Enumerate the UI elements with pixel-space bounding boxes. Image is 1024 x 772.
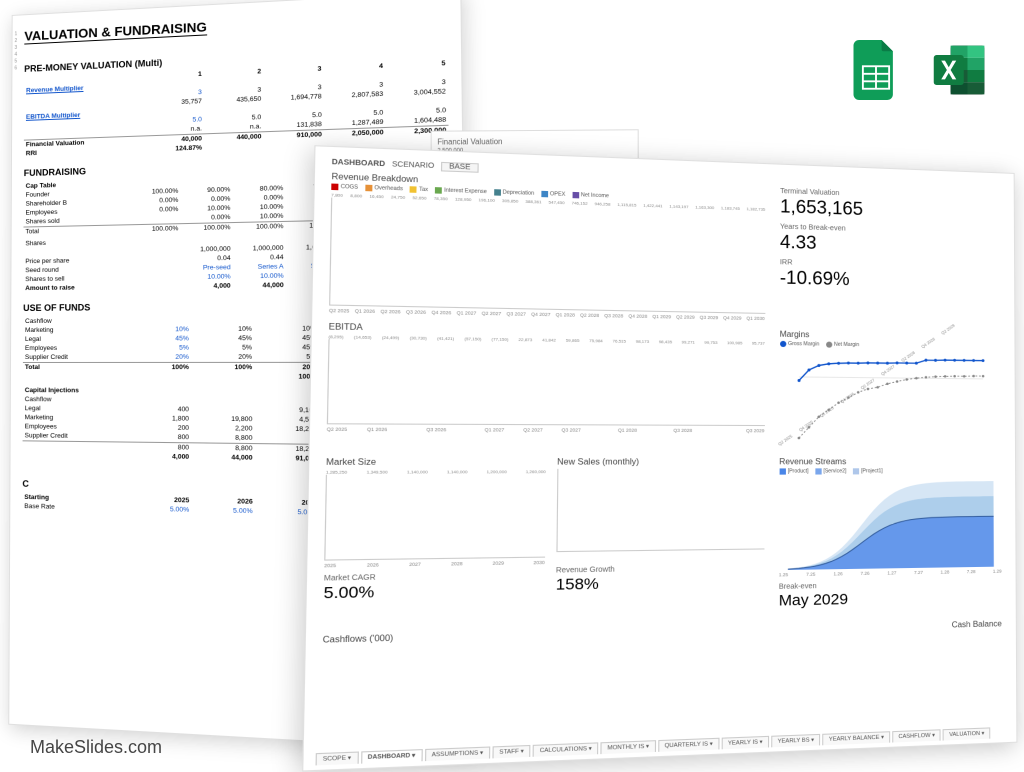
watermark: MakeSlides.com bbox=[30, 737, 162, 758]
excel-icon bbox=[930, 40, 990, 100]
row-numbers: 123 456 bbox=[14, 31, 17, 72]
tab-assumptions[interactable]: ASSUMPTIONS ▾ bbox=[424, 746, 490, 761]
pmv-table: 12 34 5 Revenue Multiplier 33 33 3 35,75… bbox=[24, 59, 449, 159]
revenue-growth: 158% bbox=[556, 572, 764, 594]
sheet-tabs: SCOPE ▾DASHBOARD ▾ASSUMPTIONS ▾STAFF ▾CA… bbox=[316, 727, 1007, 766]
tab-dashboard[interactable]: DASHBOARD ▾ bbox=[361, 749, 423, 764]
break-even: May 2029 bbox=[779, 588, 1002, 610]
tab-calculations[interactable]: CALCULATIONS ▾ bbox=[533, 742, 599, 756]
revenue-streams-chart: Revenue Streams [Product] [Service2] [Pr… bbox=[779, 457, 1002, 616]
irr: -10.69% bbox=[780, 267, 1001, 293]
bottom-left-charts: Market Size 1,285,2501,349,5001,140,0001… bbox=[323, 457, 764, 626]
ebitda-chart: EBITDA (8,295)(14,653)(24,499)(30,730)(4… bbox=[326, 322, 764, 449]
market-cagr: 5.00% bbox=[323, 580, 544, 602]
market-size-chart: Market Size 1,285,2501,349,5001,140,0001… bbox=[323, 457, 546, 626]
tab-quarterly is[interactable]: QUARTERLY IS ▾ bbox=[658, 738, 719, 752]
revenue-breakdown-chart: Revenue Breakdown COGS Overheads Tax Int… bbox=[329, 172, 765, 321]
tab-valuation[interactable]: VALUATION ▾ bbox=[943, 727, 990, 740]
google-sheets-icon bbox=[846, 40, 906, 100]
margins-chart: Margins Gross Margin Net Margin Q2 2025Q… bbox=[779, 330, 1001, 449]
tab-yearly bs[interactable]: YEARLY BS ▾ bbox=[771, 734, 820, 747]
tab-scope[interactable]: SCOPE ▾ bbox=[316, 751, 359, 765]
tab-yearly is[interactable]: YEARLY IS ▾ bbox=[721, 736, 769, 749]
new-sales-chart: New Sales (monthly) Revenue Growth 158% bbox=[555, 457, 764, 621]
dashboard-spreadsheet: DASHBOARD SCENARIO BASE Revenue Breakdow… bbox=[302, 145, 1017, 771]
sheet-title: DASHBOARD bbox=[332, 159, 385, 168]
page-title: VALUATION & FUNDRAISING bbox=[24, 19, 207, 44]
tab-staff[interactable]: STAFF ▾ bbox=[492, 745, 530, 758]
tab-monthly is[interactable]: MONTHLY IS ▾ bbox=[601, 740, 656, 754]
tab-yearly balance[interactable]: YEARLY BALANCE ▾ bbox=[823, 731, 891, 745]
cash-balance-title: Cash Balance bbox=[952, 619, 1002, 629]
kpi-panel: Terminal Valuation 1,653,165 Years to Br… bbox=[780, 188, 1001, 325]
scenario-dropdown[interactable]: BASE bbox=[441, 162, 478, 173]
tab-cashflow[interactable]: CASHFLOW ▾ bbox=[892, 729, 941, 742]
cashflows-title: Cashflows ('000) bbox=[323, 633, 394, 645]
app-icons bbox=[846, 40, 990, 100]
